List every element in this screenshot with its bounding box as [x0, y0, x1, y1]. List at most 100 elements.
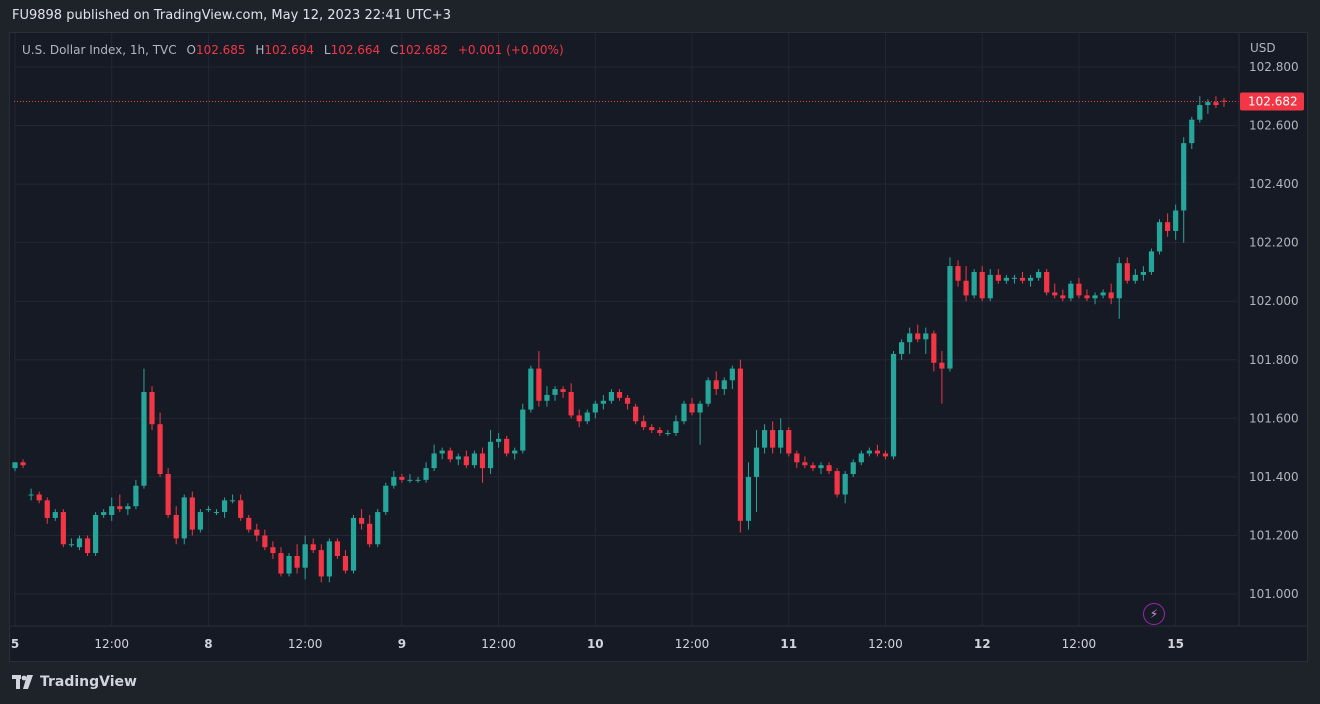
candle-body [189, 497, 195, 530]
close-key: C [390, 43, 399, 57]
x-tick-label: 11 [780, 637, 797, 651]
candle-body [141, 392, 147, 486]
candle-body [44, 500, 50, 518]
candle-body [673, 421, 679, 433]
candle-body [955, 266, 961, 281]
x-tick-label: 5 [11, 637, 19, 651]
candle-body [552, 389, 558, 395]
y-tick-label: 101.600 [1249, 411, 1299, 425]
y-tick-label: 101.200 [1249, 528, 1299, 542]
x-tick-label: 12:00 [94, 637, 129, 651]
x-tick-label: 12:00 [675, 637, 710, 651]
candle-body [786, 430, 792, 454]
last-price-label: 102.682 [1248, 95, 1298, 109]
candle-body [238, 500, 244, 518]
candle-body [334, 541, 340, 556]
lightning-icon[interactable]: ⚡ [1143, 603, 1165, 625]
candle-body [93, 514, 99, 554]
candle-body [471, 453, 478, 466]
candle-body [1181, 143, 1187, 211]
y-tick-label: 102.400 [1249, 177, 1299, 191]
candle-body [1148, 251, 1155, 272]
candle-body [439, 450, 445, 454]
candle-body [1100, 292, 1106, 296]
candle-body [810, 465, 816, 469]
open-value: 102.685 [195, 43, 246, 57]
candle-body [165, 473, 171, 515]
ohlc-legend: U.S. Dollar Index, 1h, TVC O102.685 H102… [22, 43, 564, 57]
chart-frame[interactable]: 102.800 102.600 102.400 102.200 102.000 101.8… [9, 32, 1308, 662]
candle-body [544, 394, 550, 401]
candle-body [479, 453, 486, 469]
candle-body [367, 523, 373, 545]
x-tick-label: 12 [974, 637, 991, 651]
candle-body [20, 462, 26, 466]
candle-body [576, 415, 582, 422]
candle-body [157, 424, 163, 474]
candle-body [1213, 102, 1219, 106]
candle-body [560, 389, 566, 393]
candle-body [899, 342, 905, 354]
candle-body [221, 500, 228, 513]
candle-body [149, 392, 155, 425]
candle-body [302, 544, 308, 568]
candle-body [1189, 119, 1195, 144]
candle-body [600, 400, 606, 404]
candle-body [1036, 271, 1042, 278]
y-tick-label: 102.800 [1249, 60, 1299, 74]
candle-body [697, 403, 703, 413]
candle-body [52, 512, 58, 518]
candle-body [923, 333, 929, 340]
candle-body [1205, 102, 1211, 106]
candle-body [850, 462, 856, 474]
grid-lines [14, 33, 1237, 626]
axes: 102.800 102.600 102.400 102.200 102.000 101.8… [10, 33, 1307, 651]
candle-body [858, 453, 864, 463]
candlestick-chart[interactable]: 102.800 102.600 102.400 102.200 102.000 101.8… [10, 33, 1307, 661]
candle-body [874, 450, 881, 454]
candle-body [496, 438, 502, 442]
brand-name: TradingView [40, 674, 137, 690]
currency-label: USD [1250, 41, 1276, 55]
tradingview-logo-icon [12, 675, 34, 689]
candle-body [1060, 295, 1066, 299]
candle-body [286, 555, 292, 574]
open-key: O [186, 43, 196, 57]
candle-body [101, 512, 107, 515]
candle-body [326, 541, 332, 577]
candle-body [947, 266, 953, 369]
candle-body [665, 433, 671, 434]
candle-body [487, 441, 494, 469]
y-tick-label: 101.000 [1249, 587, 1299, 601]
candles [12, 96, 1239, 583]
candle-body [1124, 263, 1130, 281]
candle-body [931, 333, 937, 363]
candle-body [294, 555, 300, 568]
candle-body [641, 421, 647, 428]
candle-body [399, 476, 405, 480]
candle-body [318, 550, 324, 577]
candle-body [391, 476, 397, 486]
close-value: 102.682 [398, 43, 449, 57]
x-tick-label: 12:00 [868, 637, 903, 651]
candle-body [60, 512, 66, 545]
candle-body [76, 538, 83, 548]
candle-body [423, 468, 429, 480]
candle-body [826, 465, 832, 472]
candle-body [802, 462, 808, 466]
candle-body [270, 547, 276, 554]
candle-body [866, 450, 872, 454]
candle-body [1052, 292, 1058, 296]
candle-body [778, 430, 784, 448]
x-tick-label: 8 [204, 637, 212, 651]
candle-body [915, 333, 921, 340]
x-tick-label: 12:00 [1062, 637, 1097, 651]
candle-body [608, 392, 615, 401]
candle-body [1027, 277, 1034, 281]
last-price-badge [1240, 92, 1304, 111]
y-tick-label: 101.400 [1249, 470, 1299, 484]
tradingview-brand[interactable]: TradingView [12, 674, 137, 690]
candle-body [254, 529, 260, 536]
candle-body [173, 514, 179, 539]
low-key: L [323, 43, 331, 57]
